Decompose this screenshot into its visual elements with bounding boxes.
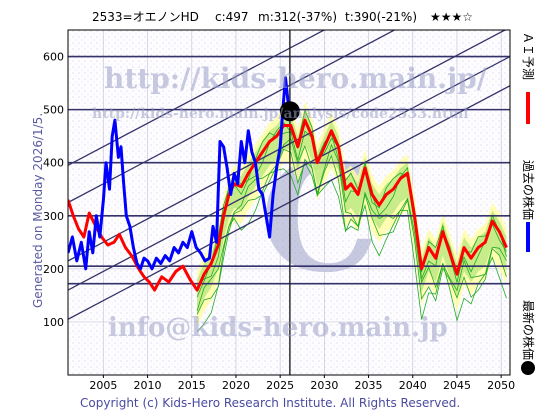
y-tick-label: 300: [43, 210, 64, 223]
legend-swatch-latest-dot: [521, 361, 535, 375]
x-tick-label: 2025: [266, 379, 294, 392]
series-ai-prediction: [68, 118, 508, 292]
trend-line: [68, 55, 510, 291]
header-mid-forecast: m:312(-37%): [258, 10, 337, 24]
trend-line: [68, 30, 507, 262]
header-code-name: 2533=オエノンHD: [92, 10, 199, 24]
y-tick-label: 600: [43, 51, 64, 64]
x-tick-label: 2020: [222, 379, 250, 392]
latest-price-dot: [279, 101, 300, 122]
trend-line: [68, 30, 326, 166]
x-tick-label: 2015: [178, 379, 206, 392]
legend-label-prediction: ＡＩ予測: [521, 32, 535, 80]
plot-frame: [67, 29, 511, 376]
x-tick-label: 2005: [89, 379, 117, 392]
plot-layer: [68, 30, 510, 375]
header-current-price: c:497: [215, 10, 249, 24]
y-tick-label: 400: [43, 157, 64, 170]
copyright-text: Copyright (c) Kids-Hero Research Institu…: [80, 396, 460, 410]
x-tick-label: 2035: [355, 379, 383, 392]
y-tick-label: 100: [43, 316, 64, 329]
watermark-url-small: http://kids-hero.main.jp/analysis/code25…: [92, 106, 469, 122]
similar-pattern-line: [196, 148, 507, 315]
x-tick-label: 2045: [443, 379, 471, 392]
watermark-email: info@kids-hero.main.jp: [108, 313, 448, 343]
similar-pattern-line: [196, 108, 507, 298]
header-rating: ★★★☆: [430, 10, 473, 24]
x-tick-label: 2050: [487, 379, 515, 392]
header-target-forecast: t:390(-21%): [345, 10, 417, 24]
trend-line: [68, 85, 510, 320]
y-tick-label: 500: [43, 104, 64, 117]
similar-pattern-line: [196, 137, 507, 311]
generated-note: Generated on Monday 2026/1/5.: [31, 113, 45, 308]
x-tick-label: 2010: [134, 379, 162, 392]
series-past-prices: [68, 76, 291, 271]
legend-label-latest: 最新の株価: [521, 300, 536, 360]
similar-pattern-fill: [197, 109, 507, 314]
legend-label-history: 過去の株価: [521, 160, 536, 220]
axis-layer: 2005 2010 2015 2020 2025 2030 2035 2040 2045 2050…: [43, 51, 515, 392]
x-tick-label: 2040: [399, 379, 427, 392]
trend-line: [68, 30, 396, 204]
watermark-url-large: http://kids-hero.main.jp/: [104, 62, 488, 95]
x-tick-label: 2030: [310, 379, 338, 392]
y-tick-label: 200: [43, 263, 64, 276]
legend: ＡＩ予測 過去の株価 最新の株価: [521, 32, 536, 375]
similar-pattern-line: [196, 158, 507, 332]
